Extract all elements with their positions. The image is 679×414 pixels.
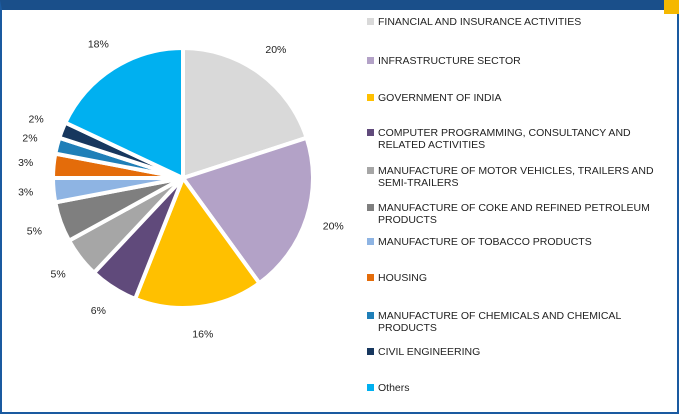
legend-item: Others (367, 382, 672, 394)
corner-badge (664, 0, 679, 14)
pie-slice (179, 135, 315, 286)
legend-label: MANUFACTURE OF MOTOR VEHICLES, TRAILERS … (378, 165, 654, 189)
legend-item: CIVIL ENGINEERING (367, 346, 672, 358)
legend-swatch (367, 384, 374, 391)
legend-item: MANUFACTURE OF COKE AND REFINED PETROLEU… (367, 202, 672, 226)
legend-label: MANUFACTURE OF COKE AND REFINED PETROLEU… (378, 202, 650, 226)
legend-swatch (367, 94, 374, 101)
pie-slice (132, 173, 263, 310)
legend-swatch (367, 238, 374, 245)
legend-item: COMPUTER PROGRAMMING, CONSULTANCY AND RE… (367, 127, 672, 151)
legend-label: INFRASTRUCTURE SECTOR (378, 55, 521, 67)
data-label: 18% (88, 38, 109, 50)
pie-slice (62, 45, 185, 182)
data-label: 20% (323, 221, 344, 233)
legend-swatch (367, 348, 374, 355)
legend-item: MANUFACTURE OF TOBACCO PRODUCTS (367, 236, 672, 248)
legend-label: CIVIL ENGINEERING (378, 346, 481, 358)
legend-label: COMPUTER PROGRAMMING, CONSULTANCY AND RE… (378, 127, 631, 151)
data-label: 20% (265, 44, 286, 56)
legend-item: GOVERNMENT OF INDIA (367, 92, 672, 104)
data-label: 3% (18, 187, 33, 199)
legend-item: INFRASTRUCTURE SECTOR (367, 55, 672, 67)
data-label: 5% (27, 225, 42, 237)
legend-swatch (367, 204, 374, 211)
legend-item: MANUFACTURE OF MOTOR VEHICLES, TRAILERS … (367, 165, 672, 189)
legend-swatch (367, 57, 374, 64)
pie-slice (181, 45, 310, 181)
data-label: 6% (91, 305, 106, 317)
legend-swatch (367, 312, 374, 319)
data-label: 2% (22, 132, 37, 144)
legend-swatch (367, 129, 374, 136)
data-label: 2% (29, 114, 44, 126)
legend-swatch (367, 18, 374, 25)
legend-swatch (367, 274, 374, 281)
legend-label: Others (378, 382, 410, 394)
data-label: 5% (51, 269, 66, 281)
legend-label: MANUFACTURE OF CHEMICALS AND CHEMICAL PR… (378, 310, 621, 334)
legend-label: HOUSING (378, 272, 428, 284)
legend-swatch (367, 167, 374, 174)
legend-item: FINANCIAL AND INSURANCE ACTIVITIES (367, 16, 672, 28)
legend-label: MANUFACTURE OF TOBACCO PRODUCTS (378, 236, 592, 248)
legend-item: HOUSING (367, 272, 672, 284)
data-label: 3% (18, 157, 33, 169)
legend-label: FINANCIAL AND INSURANCE ACTIVITIES (378, 16, 582, 28)
legend-label: GOVERNMENT OF INDIA (378, 92, 502, 104)
legend-item: MANUFACTURE OF CHEMICALS AND CHEMICAL PR… (367, 310, 672, 334)
data-label: 16% (192, 329, 213, 341)
